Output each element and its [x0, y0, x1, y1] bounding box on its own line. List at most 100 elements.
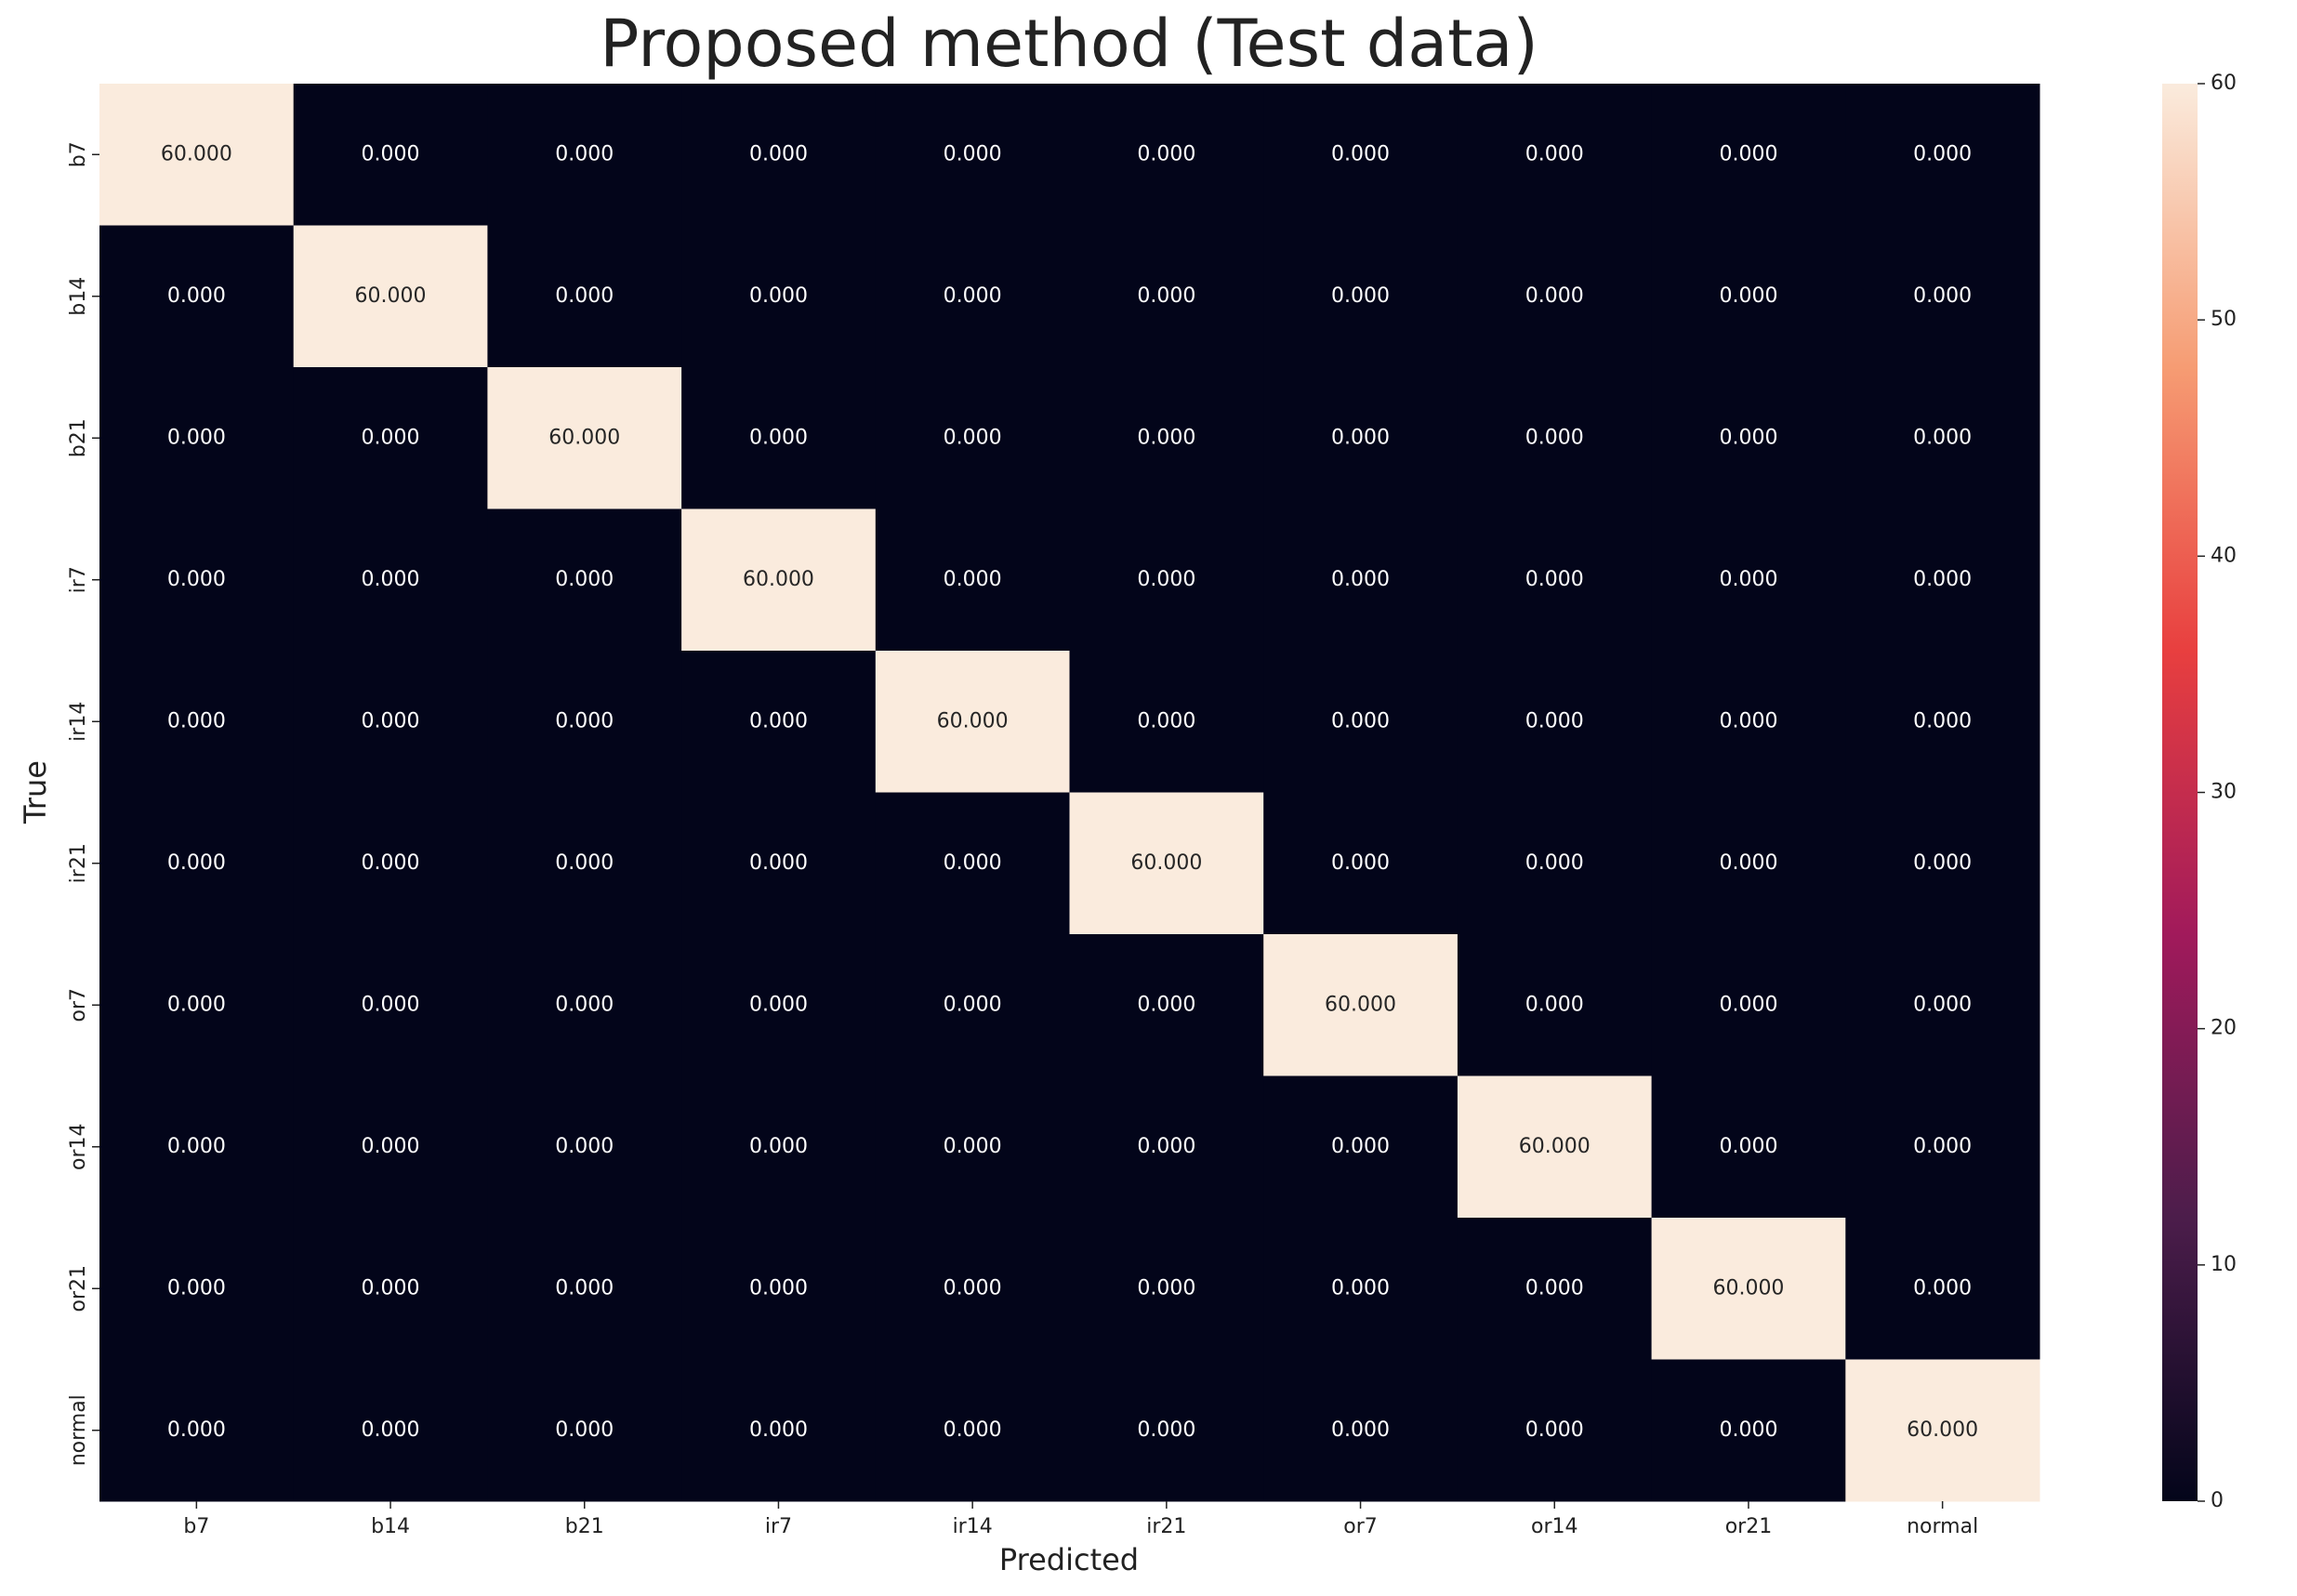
- heatmap-cell: [487, 367, 682, 509]
- x-tick-label: b7: [183, 1515, 209, 1538]
- heatmap-cell: [1457, 367, 1653, 509]
- heatmap-cell: [487, 225, 682, 368]
- y-tick-label: ir21: [67, 843, 90, 883]
- cell-label: 0.000: [1525, 568, 1584, 591]
- cell-label: 0.000: [944, 426, 1002, 449]
- cell-label: 0.000: [1719, 426, 1777, 449]
- heatmap-cell: [99, 84, 295, 226]
- heatmap-cell: [1457, 1218, 1653, 1360]
- heatmap-cell: [1651, 934, 1846, 1076]
- cell-label: 0.000: [1331, 142, 1390, 165]
- heatmap-cell: [1457, 934, 1653, 1076]
- heatmap-cell: [487, 1218, 682, 1360]
- x-tick-label: ir7: [765, 1515, 792, 1538]
- cell-label: 0.000: [1137, 1135, 1195, 1158]
- cell-label: 0.000: [1331, 1135, 1390, 1158]
- heatmap-cell: [99, 508, 295, 652]
- cell-label: 0.000: [167, 1276, 226, 1299]
- cell-label: 0.000: [944, 568, 1002, 591]
- heatmap-cell: [1263, 792, 1459, 935]
- cell-label: 0.000: [1913, 142, 1972, 165]
- cell-label: 0.000: [555, 851, 614, 875]
- heatmap-cell: [1651, 84, 1846, 226]
- chart-title: Proposed method (Test data): [600, 6, 1538, 82]
- cell-label: 0.000: [1525, 1418, 1584, 1442]
- heatmap-cell: [99, 1075, 295, 1219]
- cell-label: 0.000: [362, 568, 420, 591]
- colorbar-tick-label: 40: [2211, 544, 2237, 567]
- cell-label: 0.000: [1719, 142, 1777, 165]
- cell-label: 0.000: [1719, 568, 1777, 591]
- heatmap-cell: [1069, 651, 1264, 793]
- heatmap-cell: [1845, 508, 2040, 652]
- heatmap-cell: [1651, 508, 1846, 652]
- heatmap-cell: [487, 651, 682, 793]
- heatmap-cell: [487, 1359, 682, 1502]
- heatmap-cell: [875, 792, 1070, 935]
- cell-label: 0.000: [1525, 993, 1584, 1016]
- heatmap-cell: [875, 1218, 1070, 1360]
- heatmap-cell: [1069, 225, 1264, 368]
- cell-label: 0.000: [1913, 851, 1972, 875]
- cell-label: 0.000: [1525, 426, 1584, 449]
- heatmap-cell: [1069, 792, 1264, 935]
- heatmap-cell: [1263, 934, 1459, 1076]
- cell-label: 0.000: [362, 426, 420, 449]
- y-tick-label: ir14: [67, 702, 90, 742]
- x-axis-label: Predicted: [999, 1542, 1139, 1577]
- cell-label: 0.000: [749, 1135, 808, 1158]
- cell-label: 0.000: [1525, 709, 1584, 732]
- cell-label: 0.000: [944, 142, 1002, 165]
- heatmap-cell: [875, 1359, 1070, 1502]
- heatmap-cell: [681, 84, 877, 226]
- heatmap-cell: [1263, 225, 1459, 368]
- heatmap-cell: [875, 84, 1070, 226]
- cell-label: 0.000: [944, 851, 1002, 875]
- heatmap-cell: [293, 225, 488, 368]
- heatmap-cell: [681, 651, 877, 793]
- heatmap-cell: [681, 792, 877, 935]
- cell-label: 60.000: [355, 284, 427, 308]
- cell-label: 0.000: [362, 1135, 420, 1158]
- cell-label: 0.000: [1137, 568, 1195, 591]
- cell-label: 0.000: [1137, 142, 1195, 165]
- cell-label: 60.000: [1907, 1418, 1978, 1442]
- heatmap-cell: [875, 508, 1070, 652]
- heatmap-cell: [1845, 367, 2040, 509]
- cell-label: 0.000: [944, 1418, 1002, 1442]
- cell-label: 0.000: [749, 1276, 808, 1299]
- cell-label: 0.000: [749, 709, 808, 732]
- colorbar-tick-label: 60: [2211, 72, 2237, 95]
- cell-label: 0.000: [1137, 1276, 1195, 1299]
- heatmap-cell: [1263, 1359, 1459, 1502]
- cell-label: 0.000: [1719, 1418, 1777, 1442]
- x-tick-label: ir14: [953, 1515, 993, 1538]
- heatmap-cell: [681, 225, 877, 368]
- heatmap-cell: [1263, 651, 1459, 793]
- x-tick-label: ir21: [1146, 1515, 1186, 1538]
- heatmap-cell: [1457, 1359, 1653, 1502]
- heatmap-cell: [487, 508, 682, 652]
- heatmap-cell: [1845, 1218, 2040, 1360]
- cell-label: 0.000: [1525, 142, 1584, 165]
- cell-label: 60.000: [743, 568, 814, 591]
- cell-label: 0.000: [167, 426, 226, 449]
- heatmap-cell: [1845, 934, 2040, 1076]
- cell-label: 0.000: [1525, 284, 1584, 308]
- cell-label: 0.000: [1525, 851, 1584, 875]
- x-tick-label: or21: [1725, 1515, 1773, 1538]
- heatmap-cell: [1845, 1075, 2040, 1219]
- cell-label: 0.000: [362, 709, 420, 732]
- heatmap-cell: [1845, 1359, 2040, 1502]
- cell-label: 0.000: [1913, 1276, 1972, 1299]
- heatmap-cell: [1651, 367, 1846, 509]
- heatmap-cell: [293, 508, 488, 652]
- cell-label: 60.000: [1712, 1276, 1784, 1299]
- heatmap-cell: [99, 367, 295, 509]
- heatmap-cell: [487, 84, 682, 226]
- colorbar-tick-label: 0: [2211, 1489, 2224, 1512]
- x-tick-label: normal: [1907, 1515, 1978, 1538]
- heatmap-cell: [1845, 225, 2040, 368]
- heatmap-cell: [99, 1218, 295, 1360]
